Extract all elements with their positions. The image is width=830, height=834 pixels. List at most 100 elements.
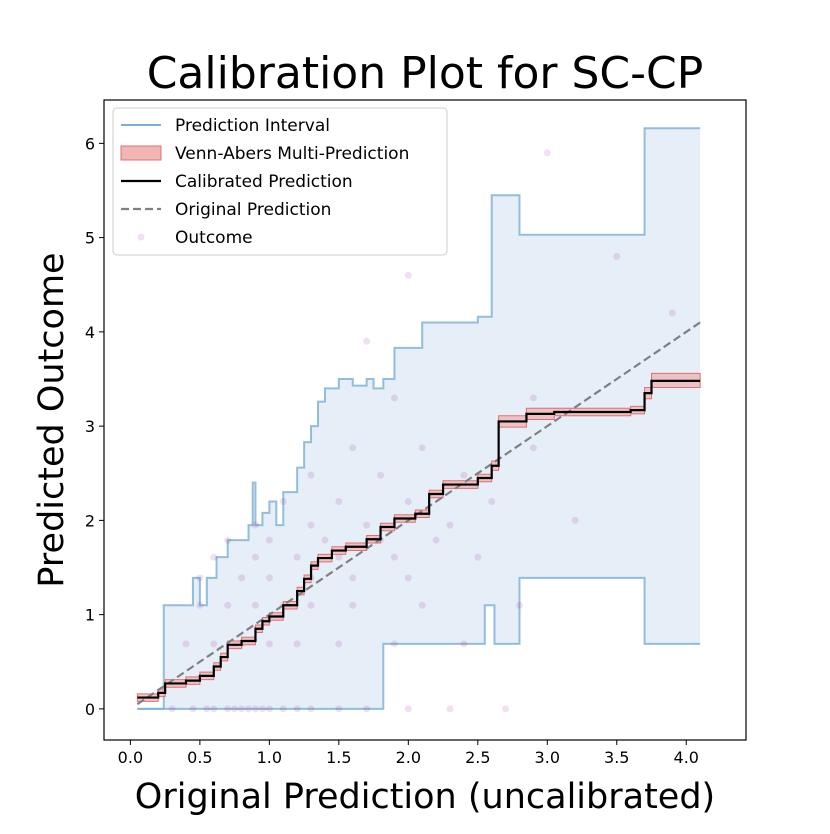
outcome-point (203, 705, 211, 713)
outcome-point (279, 498, 287, 506)
outcome-point (460, 471, 468, 479)
outcome-point (210, 553, 218, 561)
legend-key (137, 233, 145, 241)
outcome-point (224, 536, 232, 544)
calibrated-line (137, 379, 701, 699)
outcome-point (265, 574, 273, 582)
y-tick-label: 3 (85, 417, 95, 436)
outcome-point (515, 601, 523, 609)
outcome-point (265, 640, 273, 648)
interval-area (137, 128, 701, 709)
y-tick-label: 1 (85, 606, 95, 625)
outcome-point (377, 471, 385, 479)
outcome-point (529, 394, 537, 402)
outcome-point (363, 521, 371, 529)
outcome-point (543, 149, 551, 157)
outcome-point (307, 521, 315, 529)
outcome-point (502, 705, 510, 713)
outcome-point (335, 498, 343, 506)
legend-label: Original Prediction (175, 200, 331, 220)
outcome-point (321, 536, 329, 544)
x-tick-label: 2.0 (396, 748, 421, 767)
outcome-point (363, 337, 371, 345)
x-tick-label: 0.0 (118, 748, 143, 767)
outcome-point (307, 601, 315, 609)
x-tick-label: 4.0 (674, 748, 699, 767)
outcome-point (488, 498, 496, 506)
outcome-point (460, 640, 468, 648)
x-tick-label: 2.5 (465, 748, 490, 767)
chart-title: Calibration Plot for SC-CP (147, 48, 704, 99)
outcome-point (418, 601, 426, 609)
outcome-point (265, 536, 273, 544)
outcome-point (224, 601, 232, 609)
outcome-point (279, 705, 287, 713)
legend-key (120, 145, 162, 161)
outcome-point (668, 309, 676, 317)
plot-frame (103, 99, 747, 741)
outcome-point (432, 536, 440, 544)
interval-lower (137, 576, 701, 710)
outcome-point (245, 705, 253, 713)
outcome-point (238, 705, 246, 713)
outcome-point (474, 553, 482, 561)
legend-label: Venn-Abers Multi-Prediction (175, 144, 409, 164)
x-tick-label: 3.0 (535, 748, 560, 767)
y-tick-label: 5 (85, 229, 95, 248)
outcome-point (251, 705, 259, 713)
outcome-point (390, 640, 398, 648)
outcome-point (390, 394, 398, 402)
legend-label: Prediction Interval (175, 116, 330, 136)
x-tick-label: 3.5 (604, 748, 629, 767)
outcome-point (349, 574, 357, 582)
y-axis-label: Predicted Outcome (32, 252, 72, 587)
outcome-point (251, 553, 259, 561)
outcome-point (390, 553, 398, 561)
outcome-point (349, 444, 357, 452)
interval-upper (137, 127, 701, 710)
outcome-point (258, 705, 266, 713)
legend: Prediction Interval Venn-Abers Multi-Pred… (112, 107, 448, 256)
outcome-point (224, 705, 232, 713)
outcome-point (404, 498, 412, 506)
legend-label: Outcome (175, 228, 253, 248)
legend-label: Calibrated Prediction (175, 172, 353, 192)
outcome-point (307, 471, 315, 479)
outcome-point (293, 553, 301, 561)
outcome-point (196, 574, 204, 582)
outcome-point (168, 705, 176, 713)
y-tick-label: 6 (85, 134, 95, 153)
outcome-point (293, 705, 301, 713)
outcome-point (529, 444, 537, 452)
outcome-point (613, 252, 621, 260)
outcome-point (231, 705, 239, 713)
x-axis-label: Original Prediction (uncalibrated) (135, 777, 715, 817)
outcome-point (446, 521, 454, 529)
outcome-point (238, 574, 246, 582)
outcome-point (210, 705, 218, 713)
outcome-point (418, 444, 426, 452)
outcome-point (335, 640, 343, 648)
outcome-point (335, 705, 343, 713)
y-tick-label: 4 (85, 323, 95, 342)
outcome-point (571, 516, 579, 524)
outcome-point (307, 705, 315, 713)
outcome-point (182, 640, 190, 648)
outcome-point (251, 521, 259, 529)
x-tick-label: 0.5 (187, 748, 212, 767)
x-tick-label: 1.0 (257, 748, 282, 767)
outcome-point (404, 271, 412, 279)
outcome-point (404, 574, 412, 582)
outcome-point (446, 705, 454, 713)
y-tick-label: 0 (85, 700, 95, 719)
outcome-point (196, 601, 204, 609)
x-tick-label: 1.5 (326, 748, 351, 767)
outcome-point (335, 553, 343, 561)
legend-box (112, 107, 448, 256)
outcome-point (265, 705, 273, 713)
outcome-point (363, 705, 371, 713)
outcome-point (251, 601, 259, 609)
outcome-point (210, 640, 218, 648)
outcome-point (293, 640, 301, 648)
